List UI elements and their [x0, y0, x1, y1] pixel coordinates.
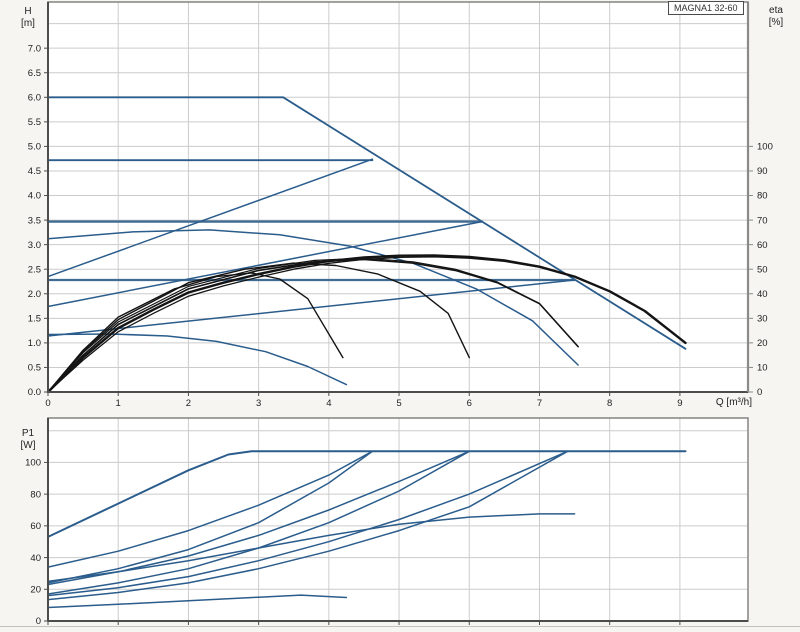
svg-text:7.0: 7.0: [28, 43, 41, 54]
curve-eta-speed-i: [47, 272, 344, 393]
svg-text:1.0: 1.0: [28, 338, 41, 349]
svg-text:60: 60: [757, 240, 768, 251]
pump-title-box: MAGNA1 32-60: [668, 1, 744, 15]
svg-text:5: 5: [396, 398, 401, 409]
curve-p1-const-2.3: [47, 450, 569, 597]
h-axis-label-unit: [m]: [21, 18, 35, 29]
svg-text:80: 80: [30, 489, 41, 500]
q-axis-label: Q [m³/h]: [696, 397, 752, 409]
svg-text:4.5: 4.5: [28, 166, 41, 177]
pump-title-text: MAGNA1 32-60: [674, 3, 738, 13]
svg-text:100: 100: [757, 142, 773, 153]
curve-p1-const-4.7: [47, 450, 374, 568]
svg-text:100: 100: [25, 458, 41, 469]
svg-text:6.0: 6.0: [28, 92, 41, 103]
curve-prop-pressure-2.3: [47, 279, 576, 337]
grid: [47, 2, 748, 392]
svg-text:50: 50: [757, 264, 768, 275]
p1-axis-label: P1 [W]: [10, 428, 46, 452]
svg-text:4.0: 4.0: [28, 191, 41, 202]
svg-text:4: 4: [326, 398, 331, 409]
svg-text:20: 20: [30, 584, 41, 595]
svg-text:1.5: 1.5: [28, 314, 41, 325]
svg-text:40: 40: [30, 553, 41, 564]
plot-area: [48, 2, 748, 392]
svg-text:80: 80: [757, 191, 768, 202]
svg-text:7: 7: [537, 398, 542, 409]
svg-text:3.0: 3.0: [28, 240, 41, 251]
curve-speed-curve-ii: [47, 229, 579, 366]
h-axis-label-symbol: H: [24, 6, 32, 17]
curve-eta-speed-ii: [47, 262, 470, 393]
svg-text:5.5: 5.5: [28, 117, 41, 128]
curve-p1-max: [47, 450, 687, 538]
curve-max-curve: [47, 96, 687, 350]
svg-text:3.5: 3.5: [28, 215, 41, 226]
svg-text:20: 20: [757, 338, 768, 349]
svg-text:0: 0: [36, 616, 41, 627]
svg-text:2: 2: [186, 398, 191, 409]
svg-text:30: 30: [757, 314, 768, 325]
power-chart: 0 20 40 60 80 100: [25, 417, 749, 627]
svg-text:3: 3: [256, 398, 261, 409]
svg-text:1: 1: [116, 398, 121, 409]
svg-text:70: 70: [757, 215, 768, 226]
ticks: 0.0 0.5 1.0 1.5 2.0 2.5 3.0 3.5 4.0 4.5 5.0 5.5 6.0 6…: [28, 43, 773, 409]
curve-p1-speed-ii: [47, 513, 576, 583]
svg-text:2.0: 2.0: [28, 289, 41, 300]
svg-text:90: 90: [757, 166, 768, 177]
svg-text:60: 60: [30, 521, 41, 532]
svg-text:0.0: 0.0: [28, 387, 41, 398]
footer-divider: [0, 626, 800, 627]
p1-axis-label-unit: [W]: [20, 440, 36, 451]
eta-axis-label-symbol: eta: [769, 5, 783, 16]
svg-text:0.5: 0.5: [28, 363, 41, 374]
hq-chart: 0.0 0.5 1.0 1.5 2.0 2.5 3.0 3.5 4.0 4.5 5.0 5.5 6.0 6…: [28, 1, 773, 409]
h-axis-label: H [m]: [10, 6, 46, 30]
curve-p1-prop-4.7: [47, 450, 374, 584]
svg-text:9: 9: [677, 398, 682, 409]
svg-text:6: 6: [467, 398, 472, 409]
svg-text:2.5: 2.5: [28, 264, 41, 275]
ticks: 0 20 40 60 80 100: [25, 458, 681, 627]
svg-text:0: 0: [757, 387, 762, 398]
pump-curves: [47, 450, 687, 609]
eta-curves: [46, 254, 687, 394]
svg-text:5.0: 5.0: [28, 142, 41, 153]
svg-text:10: 10: [757, 363, 768, 374]
eta-axis-label-unit: [%]: [768, 17, 784, 28]
svg-text:6.5: 6.5: [28, 68, 41, 79]
curve-prop-pressure-4.7: [47, 158, 374, 278]
curve-eta-speed-iii-band: [47, 257, 579, 393]
curve-prop-pressure-3.5: [47, 220, 483, 308]
curve-p1-prop-2.3: [47, 450, 569, 601]
svg-text:40: 40: [757, 289, 768, 300]
eta-axis-label: eta [%]: [756, 5, 796, 29]
curve-p1-speed-i: [47, 594, 348, 609]
p1-axis-label-symbol: P1: [21, 428, 35, 439]
q-axis-label-text: Q [m³/h]: [715, 397, 752, 408]
svg-text:8: 8: [607, 398, 612, 409]
svg-text:0: 0: [45, 398, 50, 409]
